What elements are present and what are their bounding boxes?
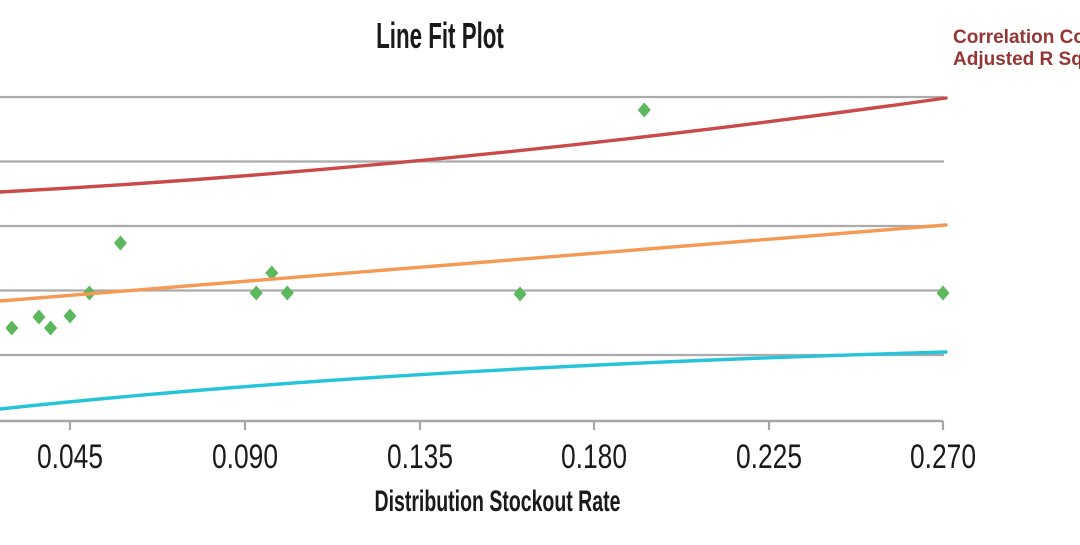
- correlation-coefficient-text: Correlation Co: [953, 27, 1080, 48]
- x-tick-label: 0.045: [37, 438, 103, 476]
- scatter-point-diamond: [32, 309, 46, 325]
- scatter-point-diamond: [265, 265, 279, 281]
- correlation-annotation: Correlation Co Adjusted R Sq: [953, 27, 1080, 70]
- scatter-point-diamond: [936, 285, 950, 301]
- fit-line-cyan: [0, 350, 948, 411]
- x-tick-label: 0.090: [212, 438, 278, 476]
- adjusted-r-square-text: Adjusted R Sq: [953, 48, 1080, 70]
- scatter-point-diamond: [113, 235, 127, 251]
- scatter-point-diamond: [249, 285, 263, 301]
- fit-line-orange: [0, 223, 948, 303]
- x-tick-label: 0.225: [736, 438, 802, 476]
- scatter-point-diamond: [513, 286, 527, 302]
- scatter-point-diamond: [637, 102, 651, 118]
- scatter-point-diamond: [280, 285, 294, 301]
- scatter-point-diamond: [5, 320, 19, 336]
- x-tick-label: 0.180: [561, 438, 627, 476]
- x-tick-label: 0.270: [910, 438, 976, 476]
- x-axis-title: Distribution Stockout Rate: [374, 485, 621, 518]
- chart-title: Line Fit Plot: [376, 15, 504, 56]
- x-tick-label: 0.135: [387, 438, 453, 476]
- scatter-point-diamond: [63, 308, 77, 324]
- fit-line-red: [0, 96, 948, 194]
- scatter-point-diamond: [44, 320, 58, 336]
